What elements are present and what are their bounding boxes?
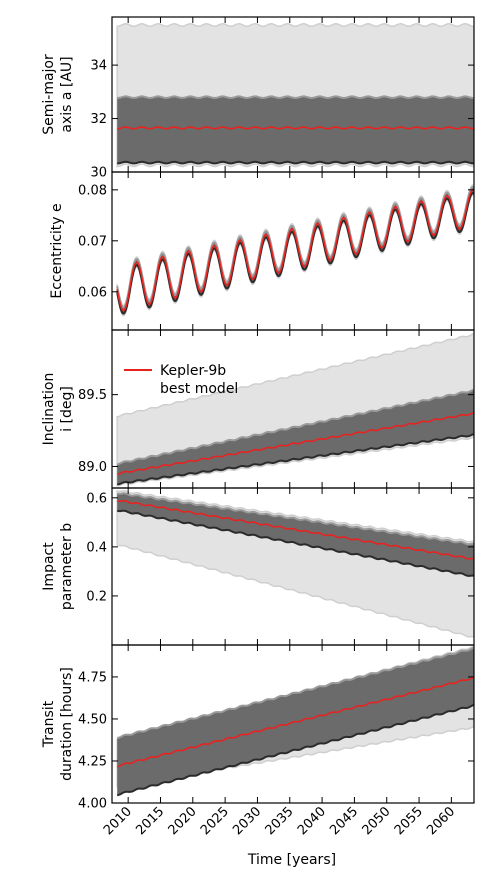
y-tick-label-eccentricity: 0.07 xyxy=(78,234,107,249)
y-tick-label-eccentricity: 0.08 xyxy=(78,183,107,198)
x-tick-label: 2060 xyxy=(424,804,458,838)
inner-band-edge-impact-parameter-1 xyxy=(116,509,474,577)
x-tick-label: 2055 xyxy=(392,804,426,838)
best-model-line-transit-duration xyxy=(117,676,474,768)
best-model-line-inclination xyxy=(117,411,474,475)
y-axis-label-impact-parameter: Impact parameter b xyxy=(41,523,75,610)
best-model-line-eccentricity xyxy=(116,189,474,312)
frame-transit-duration xyxy=(111,644,475,804)
inner-band-edge-inclination-1 xyxy=(117,433,474,486)
y-tick-label-transit-duration: 4.00 xyxy=(78,797,107,812)
y-tick-label-impact-parameter: 0.4 xyxy=(86,540,107,555)
inner-band-edge-transit-duration-1 xyxy=(117,703,474,797)
y-tick-label-eccentricity: 0.06 xyxy=(78,285,107,300)
inner-band-edge-transit-duration-0 xyxy=(117,646,474,739)
plot-area-impact-parameter xyxy=(116,489,474,638)
x-tick-label: 2045 xyxy=(327,804,361,838)
best-model-line-semi-major-axis xyxy=(117,126,474,130)
inner-band-edge-inclination-0 xyxy=(117,388,474,466)
y-tick-label-impact-parameter: 0.2 xyxy=(86,589,107,604)
x-tick-label: 2050 xyxy=(360,804,394,838)
x-tick-label: 2025 xyxy=(198,804,232,838)
inner-band-edge-semi-major-axis-0 xyxy=(117,95,474,99)
y-tick-label-semi-major-axis: 30 xyxy=(90,166,107,181)
x-tick-label: 2040 xyxy=(295,804,329,838)
x-axis-label: Time [years] xyxy=(247,852,336,868)
x-axis: 2010201520202025203020352040204520502055… xyxy=(101,804,458,838)
y-tick-label-inclination: 89.0 xyxy=(78,460,107,475)
y-tick-label-transit-duration: 4.75 xyxy=(78,670,107,685)
legend: Kepler-9b best model xyxy=(124,363,238,397)
x-tick-label: 2030 xyxy=(230,804,264,838)
x-tick-label: 2035 xyxy=(263,804,297,838)
inner-band-edge-eccentricity-1 xyxy=(116,192,474,315)
frame-eccentricity xyxy=(111,171,475,331)
plot-area-semi-major-axis xyxy=(116,23,474,168)
y-tick-label-transit-duration: 4.25 xyxy=(78,754,107,769)
x-tick-label: 2020 xyxy=(166,804,200,838)
panel-impact-parameter: 0.2 0.4 0.6 Impact parameter b xyxy=(41,487,475,646)
legend-label-line1: Kepler-9b xyxy=(160,363,226,379)
x-tick-label: 2015 xyxy=(133,804,167,838)
y-tick-label-inclination: 89.5 xyxy=(78,388,107,403)
best-model-line-impact-parameter xyxy=(116,500,474,560)
panel-semi-major-axis: 30 32 34 Semi-major axis a [AU] xyxy=(41,16,475,181)
y-tick-label-semi-major-axis: 34 xyxy=(90,59,107,74)
y-tick-label-transit-duration: 4.50 xyxy=(78,712,107,727)
y-axis-label-inclination: Inclination i [deg] xyxy=(41,373,75,446)
y-axis-label-transit-duration: Transit duration [hours] xyxy=(41,667,75,781)
y-tick-label-impact-parameter: 0.6 xyxy=(86,491,107,506)
y-axis-label-eccentricity: Eccentricity e xyxy=(49,203,65,298)
y-tick-label-semi-major-axis: 32 xyxy=(90,112,107,127)
legend-label-line2: best model xyxy=(160,381,238,397)
inner-band-edge-semi-major-axis-1 xyxy=(117,160,474,165)
inner-band-semi-major-axis xyxy=(117,96,474,164)
inner-band-impact-parameter xyxy=(117,493,474,576)
inner-band-edge-impact-parameter-0 xyxy=(116,492,474,546)
plot-area-transit-duration xyxy=(116,645,474,797)
plot-area-eccentricity xyxy=(116,184,474,317)
plot-area-inclination xyxy=(116,332,474,487)
inner-band-inclination xyxy=(117,389,474,485)
panels: 30 32 34 Semi-major axis a [AU] 0.06 0.07 0.08 E… xyxy=(41,16,475,812)
y-axis-label-semi-major-axis: Semi-major axis a [AU] xyxy=(41,54,75,135)
panel-eccentricity: 0.06 0.07 0.08 Eccentricity e xyxy=(49,171,475,331)
